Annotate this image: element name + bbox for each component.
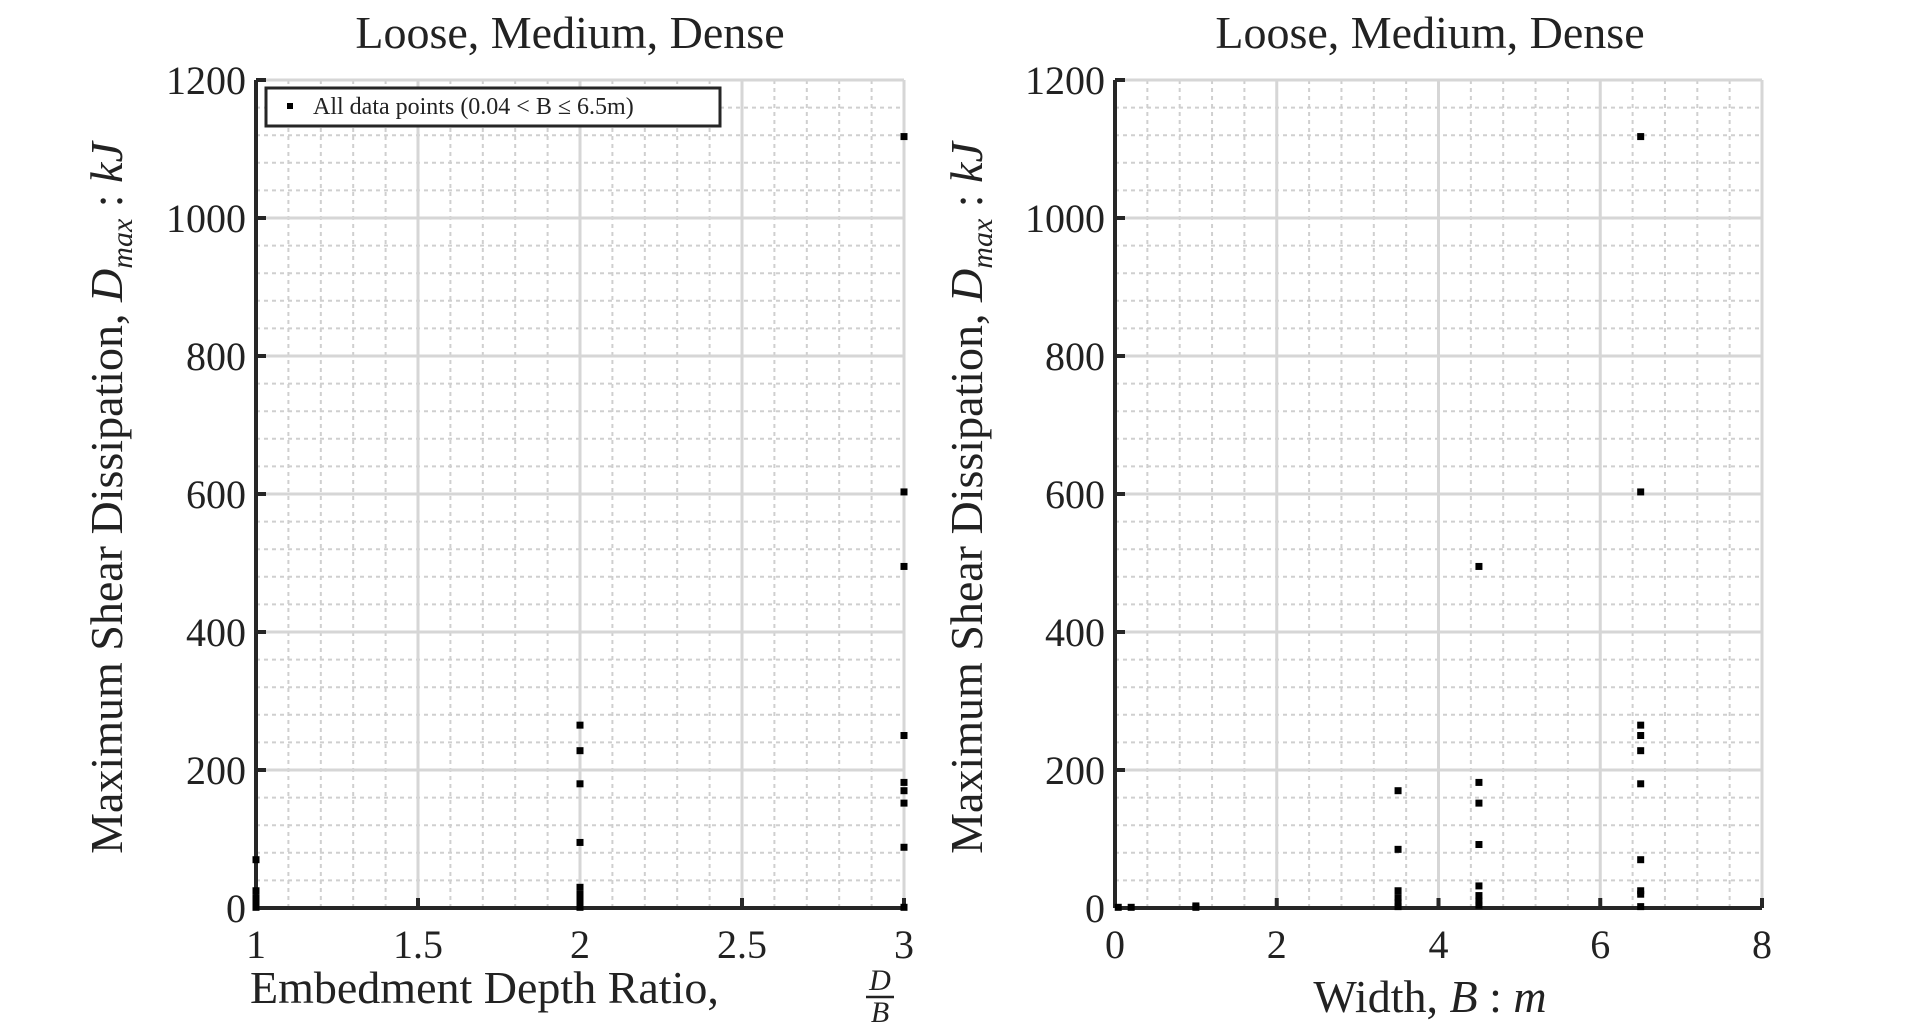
- x-tick-label: 3: [894, 922, 914, 967]
- x-axis-label: Embedment Depth Ratio, D B: [250, 962, 894, 1025]
- x-tick-label: 8: [1752, 922, 1772, 967]
- data-point: [1127, 903, 1135, 911]
- data-point: [900, 562, 908, 570]
- data-point: [1475, 897, 1483, 905]
- x-tick-label: 0: [1105, 922, 1125, 967]
- data-point: [900, 488, 908, 496]
- data-point: [576, 747, 584, 755]
- y-axis-label: Maximum Shear Dissipation, Dmax : kJ: [81, 140, 139, 854]
- x-tick-label: 1.5: [393, 922, 443, 967]
- svg-text:B: B: [871, 996, 889, 1025]
- y-axis-label: Maximum Shear Dissipation, Dmax : kJ: [941, 140, 999, 854]
- data-point: [1637, 903, 1645, 911]
- data-point: [252, 856, 260, 864]
- chart-panel-embedment-depth: Loose, Medium, Dense 1 1.5 2 2.5 3 0 200 400 60…: [81, 7, 914, 1025]
- data-point: [1637, 856, 1645, 864]
- x-tick-label: 2: [570, 922, 590, 967]
- chart-title: Loose, Medium, Dense: [355, 7, 784, 58]
- data-point: [1475, 799, 1483, 807]
- y-tick-label: 400: [1045, 610, 1105, 655]
- data-point: [1394, 898, 1402, 906]
- data-point: [1637, 721, 1645, 729]
- data-point: [252, 894, 260, 902]
- y-tick-labels: 0 200 400 600 800 1000 1200: [166, 58, 246, 931]
- data-point: [576, 721, 584, 729]
- chart-panel-width: Loose, Medium, Dense 0 2 4 6 8 0 200 400 600 800…: [941, 7, 1772, 1022]
- data-point: [900, 903, 908, 911]
- data-point: [1114, 903, 1122, 911]
- legend-marker: [287, 103, 293, 109]
- data-point: [1475, 882, 1483, 890]
- x-tick-labels: 0 2 4 6 8: [1105, 922, 1772, 967]
- y-tick-label: 200: [186, 748, 246, 793]
- data-point: [1637, 732, 1645, 739]
- data-point: [900, 133, 908, 141]
- data-points: [1114, 133, 1645, 911]
- x-tick-label: 4: [1429, 922, 1449, 967]
- data-point: [576, 838, 584, 846]
- grid: [1113, 78, 1764, 910]
- y-tick-label: 200: [1045, 748, 1105, 793]
- data-point: [1192, 903, 1200, 911]
- y-tick-label: 1000: [1025, 196, 1105, 241]
- x-tick-label: 2: [1267, 922, 1287, 967]
- data-point: [576, 780, 584, 788]
- data-point: [900, 732, 908, 739]
- y-tick-label: 0: [1085, 886, 1105, 931]
- y-tick-label: 1200: [1025, 58, 1105, 103]
- data-point: [252, 887, 260, 895]
- y-tick-label: 0: [226, 886, 246, 931]
- y-tick-label: 400: [186, 610, 246, 655]
- data-point: [1637, 890, 1645, 898]
- data-point: [900, 799, 908, 807]
- x-tick-label: 2.5: [717, 922, 767, 967]
- y-tick-labels: 0 200 400 600 800 1000 1200: [1025, 58, 1105, 931]
- x-tick-label: 6: [1590, 922, 1610, 967]
- y-tick-label: 800: [1045, 334, 1105, 379]
- data-points: [252, 133, 908, 911]
- data-point: [576, 890, 584, 898]
- legend: All data points (0.04 < B ≤ 6.5m): [264, 86, 722, 128]
- data-point: [1394, 887, 1402, 895]
- x-axis-label: Width, B : m: [1313, 971, 1546, 1022]
- svg-text:D: D: [868, 964, 891, 997]
- data-point: [1475, 778, 1483, 786]
- x-tick-label: 1: [246, 922, 266, 967]
- grid: [254, 78, 906, 910]
- legend-entry: All data points (0.04 < B ≤ 6.5m): [313, 94, 634, 120]
- data-point: [1475, 892, 1483, 900]
- data-point: [576, 896, 584, 904]
- data-point: [1475, 841, 1483, 849]
- y-tick-label: 600: [186, 472, 246, 517]
- svg-text:Embedment Depth Ratio,: Embedment Depth Ratio,: [250, 962, 719, 1013]
- y-tick-label: 1000: [166, 196, 246, 241]
- data-point: [576, 883, 584, 891]
- y-tick-label: 800: [186, 334, 246, 379]
- y-tick-label: 1200: [166, 58, 246, 103]
- data-point: [900, 778, 908, 786]
- data-point: [576, 903, 584, 911]
- chart-title: Loose, Medium, Dense: [1215, 7, 1644, 58]
- data-point: [900, 787, 908, 795]
- data-point: [252, 903, 260, 911]
- data-point: [1394, 845, 1402, 853]
- data-point: [1394, 903, 1402, 911]
- data-point: [1637, 488, 1645, 496]
- y-tick-label: 600: [1045, 472, 1105, 517]
- data-point: [1475, 901, 1483, 909]
- x-tick-labels: 1 1.5 2 2.5 3: [246, 922, 914, 967]
- data-point: [900, 843, 908, 851]
- data-point: [1394, 787, 1402, 795]
- data-point: [1475, 562, 1483, 570]
- data-point: [1637, 747, 1645, 755]
- data-point: [1394, 894, 1402, 902]
- data-point: [1637, 780, 1645, 788]
- data-point: [1637, 133, 1645, 141]
